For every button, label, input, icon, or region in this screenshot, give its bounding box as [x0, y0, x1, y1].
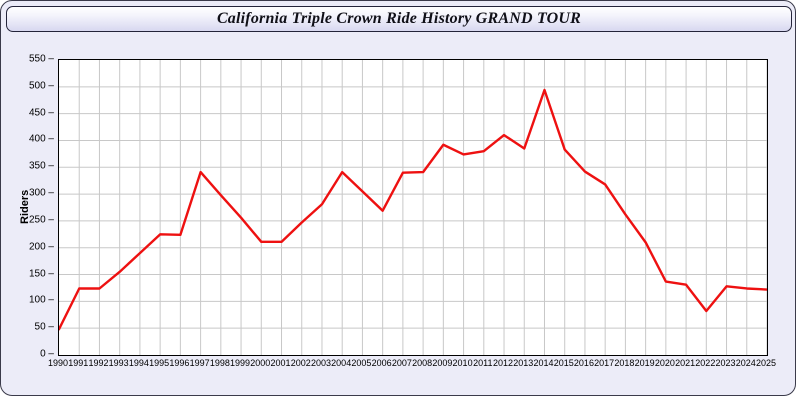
x-tick-label: 1991 — [68, 358, 89, 368]
x-tick-label: 2018 — [614, 358, 635, 368]
chart-title-bar: California Triple Crown Ride History GRA… — [6, 6, 792, 32]
x-tick-label: 2004 — [331, 358, 352, 368]
x-tick-label: 1999 — [230, 358, 251, 368]
x-tick-label: 1994 — [128, 358, 149, 368]
x-tick-label: 2009 — [432, 358, 453, 368]
page-title: California Triple Crown Ride History GRA… — [216, 10, 582, 27]
x-tick-label: 2019 — [634, 358, 655, 368]
y-tick-label: 350 – — [28, 160, 54, 172]
data-series-line — [59, 88, 767, 331]
y-tick-label: 450 – — [28, 107, 54, 119]
y-tick-label: 50 – — [34, 321, 54, 333]
x-tick-label: 1993 — [108, 358, 129, 368]
plot-svg — [59, 60, 767, 355]
x-tick-label: 2006 — [371, 358, 392, 368]
x-axis-ticks: 1990 1991 1992 1993 1994 1995 1996 1997 1998 1999… — [48, 358, 776, 374]
x-tick-label: 2008 — [412, 358, 433, 368]
x-tick-label: 2014 — [533, 358, 554, 368]
x-tick-label: 2024 — [735, 358, 756, 368]
x-tick-label: 2013 — [513, 358, 534, 368]
y-tick-label: 500 – — [28, 80, 54, 92]
x-tick-label: 2000 — [250, 358, 271, 368]
x-tick-label: 2025 — [755, 358, 777, 368]
x-tick-label: 2020 — [654, 358, 675, 368]
y-tick-label: 300 – — [28, 187, 54, 199]
x-tick-label: 2016 — [573, 358, 594, 368]
y-tick-label: 0 – — [40, 348, 54, 360]
y-axis-ticks: 0 – 50 – 100 – 150 – 200 – 250 – 300 – 350 – 400… — [1, 54, 54, 360]
x-tick-label: 1990 — [47, 358, 69, 368]
plot-area — [58, 59, 768, 356]
x-tick-label: 1996 — [169, 358, 190, 368]
x-tick-label: 2023 — [715, 358, 736, 368]
x-tick-label: 2017 — [594, 358, 615, 368]
x-tick-label: 2022 — [695, 358, 716, 368]
y-tick-label: 250 – — [28, 214, 54, 226]
x-tick-label: 2007 — [391, 358, 412, 368]
y-tick-label: 550 – — [28, 53, 54, 65]
x-tick-label: 2011 — [473, 358, 493, 368]
y-tick-label: 150 – — [28, 268, 54, 280]
x-tick-label: 1998 — [209, 358, 230, 368]
x-tick-label: 1995 — [149, 358, 170, 368]
y-tick-label: 400 – — [28, 133, 54, 145]
gridlines — [59, 60, 767, 355]
x-tick-label: 2021 — [675, 358, 696, 368]
y-tick-label: 100 – — [28, 294, 54, 306]
x-tick-label: 2005 — [351, 358, 372, 368]
x-tick-label: 2001 — [270, 358, 291, 368]
x-tick-label: 2015 — [553, 358, 574, 368]
x-tick-label: 1992 — [88, 358, 109, 368]
x-tick-label: 2010 — [452, 358, 473, 368]
x-tick-label: 2002 — [290, 358, 311, 368]
x-tick-label: 2012 — [493, 358, 514, 368]
x-tick-label: 1997 — [189, 358, 210, 368]
y-tick-label: 200 – — [28, 241, 54, 253]
x-tick-label: 2003 — [310, 358, 331, 368]
